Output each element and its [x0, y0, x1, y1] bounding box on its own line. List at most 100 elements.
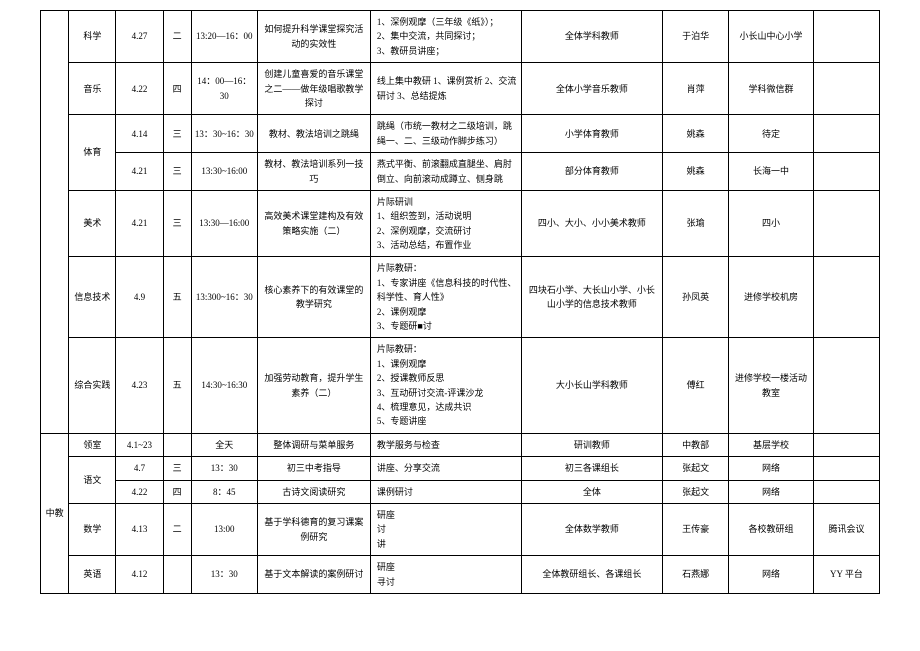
- subject-cell: 音乐: [69, 63, 116, 115]
- time-cell: 14：00—16：30: [191, 63, 257, 115]
- note-cell: 腾讯会议: [813, 503, 879, 555]
- content-cell: 片际教研： 1、专家讲座《信息科技的时代性、科学性、育人性》 2、课例观摩 3、…: [370, 257, 521, 338]
- note-cell: YY 平台: [813, 556, 879, 594]
- location-cell: 学科微信群: [729, 63, 814, 115]
- content-cell: 跳绳（市统一教材之二级培训，跳绳一、二、三级动作脚步练习）: [370, 115, 521, 153]
- day-cell: 三: [163, 190, 191, 257]
- content-cell: 教学服务与检查: [370, 433, 521, 456]
- subject-cell: 英语: [69, 556, 116, 594]
- content-cell: 燕式平衡、前滚翻成直腿坐、肩肘倒立、向前滚动成蹲立、侧身跳: [370, 153, 521, 191]
- subject-cell: 综合实践: [69, 338, 116, 433]
- note-cell: [813, 257, 879, 338]
- location-cell: 小长山中心小学: [729, 11, 814, 63]
- location-cell: 待定: [729, 115, 814, 153]
- topic-cell: 创建儿童喜爱的音乐课堂之二——做年级唱歌教学探讨: [257, 63, 370, 115]
- date-cell: 4.12: [116, 556, 163, 594]
- attendees-cell: 初三各课组长: [521, 457, 662, 480]
- day-cell: 五: [163, 338, 191, 433]
- host-cell: 张起文: [663, 457, 729, 480]
- note-cell: [813, 190, 879, 257]
- table-row: 语文4.7三13：30初三中考指导讲座、分享交流初三各课组长张起文网络: [41, 457, 880, 480]
- day-cell: 五: [163, 257, 191, 338]
- table-row: 科学4.27二13:20—16：00如何提升科学课堂探究活动的实效性1、深例观摩…: [41, 11, 880, 63]
- day-cell: [163, 433, 191, 456]
- subject-cell: 语文: [69, 457, 116, 504]
- location-cell: 进修学校机房: [729, 257, 814, 338]
- table-row: 英语4.1213：30基于文本解读的案例研讨研座 寻讨全体教研组长、各课组长石燕…: [41, 556, 880, 594]
- time-cell: 13:00: [191, 503, 257, 555]
- table-row: 美术4.21三13:30—16:00高效美术课堂建构及有效策略实施（二）片际研训…: [41, 190, 880, 257]
- date-cell: 4.27: [116, 11, 163, 63]
- time-cell: 14:30~16:30: [191, 338, 257, 433]
- time-cell: 8：45: [191, 480, 257, 503]
- category-cell: [41, 11, 69, 434]
- location-cell: 长海一中: [729, 153, 814, 191]
- day-cell: 二: [163, 503, 191, 555]
- host-cell: 于泊华: [663, 11, 729, 63]
- note-cell: [813, 457, 879, 480]
- host-cell: 孙凤英: [663, 257, 729, 338]
- date-cell: 4.1~23: [116, 433, 163, 456]
- attendees-cell: 小学体育教师: [521, 115, 662, 153]
- day-cell: 四: [163, 63, 191, 115]
- topic-cell: 加强劳动教育，提升学生素养（二）: [257, 338, 370, 433]
- category-cell: 中教: [41, 433, 69, 593]
- topic-cell: 高效美术课堂建构及有效策略实施（二）: [257, 190, 370, 257]
- topic-cell: 古诗文阅读研究: [257, 480, 370, 503]
- time-cell: 13:30~16:00: [191, 153, 257, 191]
- time-cell: 13:20—16：00: [191, 11, 257, 63]
- content-cell: 1、深例观摩（三年级《纸》）； 2、集中交流，共同探讨； 3、教研员讲座；: [370, 11, 521, 63]
- note-cell: [813, 63, 879, 115]
- content-cell: 线上集中教研 1、课例赏析 2、交流研讨 3、总结提炼: [370, 63, 521, 115]
- date-cell: 4.22: [116, 480, 163, 503]
- location-cell: 进修学校一楼活动教室: [729, 338, 814, 433]
- day-cell: [163, 556, 191, 594]
- time-cell: 13:300~16：30: [191, 257, 257, 338]
- attendees-cell: 全体小学音乐教师: [521, 63, 662, 115]
- date-cell: 4.23: [116, 338, 163, 433]
- subject-cell: 体育: [69, 115, 116, 191]
- day-cell: 二: [163, 11, 191, 63]
- time-cell: 全天: [191, 433, 257, 456]
- date-cell: 4.7: [116, 457, 163, 480]
- content-cell: 片际教研： 1、课例观摩 2、授课教师反思 3、互动研讨交流-评课沙龙 4、梳理…: [370, 338, 521, 433]
- host-cell: 张瑜: [663, 190, 729, 257]
- day-cell: 四: [163, 480, 191, 503]
- attendees-cell: 全体教研组长、各课组长: [521, 556, 662, 594]
- location-cell: 各校教研组: [729, 503, 814, 555]
- host-cell: 肖萍: [663, 63, 729, 115]
- note-cell: [813, 153, 879, 191]
- table-row: 体育4.14三13：30~16：30教材、教法培训之跳绳跳绳（市统一教材之二级培…: [41, 115, 880, 153]
- table-row: 综合实践4.23五14:30~16:30加强劳动教育，提升学生素养（二）片际教研…: [41, 338, 880, 433]
- table-row: 中教领室4.1~23全天整体调研与菜单服务教学服务与检查研训教师中教部基层学校: [41, 433, 880, 456]
- location-cell: 基层学校: [729, 433, 814, 456]
- host-cell: 张起文: [663, 480, 729, 503]
- date-cell: 4.13: [116, 503, 163, 555]
- subject-cell: 科学: [69, 11, 116, 63]
- note-cell: [813, 338, 879, 433]
- location-cell: 网络: [729, 480, 814, 503]
- host-cell: 姚森: [663, 115, 729, 153]
- content-cell: 课例研讨: [370, 480, 521, 503]
- table-row: 信息技术4.9五13:300~16：30核心素养下的有效课堂的教学研究片际教研：…: [41, 257, 880, 338]
- attendees-cell: 全体学科教师: [521, 11, 662, 63]
- day-cell: 三: [163, 115, 191, 153]
- attendees-cell: 全体数学教师: [521, 503, 662, 555]
- time-cell: 13：30: [191, 556, 257, 594]
- topic-cell: 初三中考指导: [257, 457, 370, 480]
- note-cell: [813, 115, 879, 153]
- attendees-cell: 四块石小学、大长山小学、小长山小学的信息技术教师: [521, 257, 662, 338]
- topic-cell: 基于文本解读的案例研讨: [257, 556, 370, 594]
- subject-cell: 领室: [69, 433, 116, 456]
- topic-cell: 基于学科德育的复习课案例研究: [257, 503, 370, 555]
- table-row: 数学4.13二13:00基于学科德育的复习课案例研究研座 讨 讲全体数学教师王传…: [41, 503, 880, 555]
- location-cell: 网络: [729, 457, 814, 480]
- day-cell: 三: [163, 153, 191, 191]
- content-cell: 片际研训 1、组织签到，活动说明 2、深例观摩，交流研讨 3、活动总结，布置作业: [370, 190, 521, 257]
- schedule-table: 科学4.27二13:20—16：00如何提升科学课堂探究活动的实效性1、深例观摩…: [40, 10, 880, 594]
- date-cell: 4.21: [116, 153, 163, 191]
- date-cell: 4.22: [116, 63, 163, 115]
- attendees-cell: 四小、大小、小小美术教师: [521, 190, 662, 257]
- day-cell: 三: [163, 457, 191, 480]
- host-cell: 姚森: [663, 153, 729, 191]
